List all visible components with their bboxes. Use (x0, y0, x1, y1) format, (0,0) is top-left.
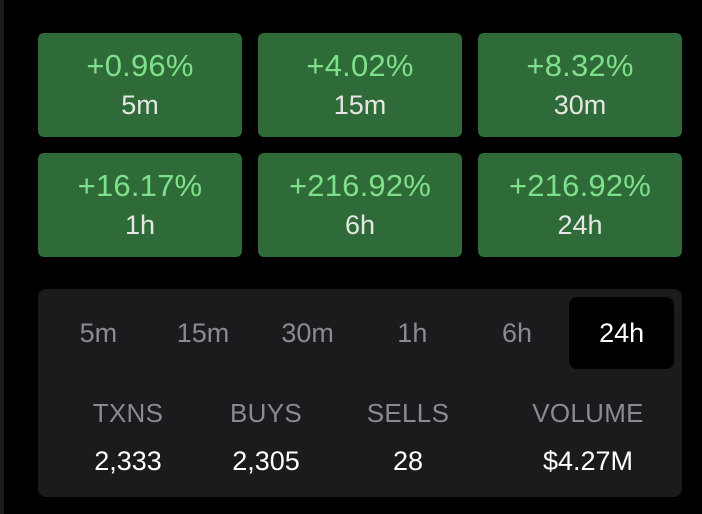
price-change-card-24h[interactable]: +216.92% 24h (478, 153, 682, 257)
price-change-period: 1h (124, 210, 156, 240)
stat-value: 2,333 (94, 446, 162, 476)
stat-label: VOLUME (532, 398, 644, 428)
price-change-percent: +216.92% (508, 168, 652, 203)
price-change-card-15m[interactable]: +4.02% 15m (258, 33, 462, 137)
tab-15m[interactable]: 15m (176, 317, 230, 348)
tab-6h[interactable]: 6h (501, 317, 533, 348)
price-change-percent: +216.92% (288, 168, 432, 203)
stat-volume: VOLUME $4.27M (498, 397, 678, 477)
stat-buys: BUYS 2,305 (198, 397, 334, 477)
stats-row: TXNS 2,333 BUYS 2,305 SELLS 28 VOLUME $4… (58, 397, 658, 477)
price-change-percent: +4.02% (306, 48, 414, 83)
stat-value: 2,305 (232, 446, 300, 476)
stat-value: $4.27M (542, 446, 634, 476)
stat-label: BUYS (229, 398, 302, 428)
price-change-period: 24h (557, 210, 603, 240)
stat-label: SELLS (366, 398, 450, 428)
tab-30m[interactable]: 30m (281, 317, 334, 348)
stat-value: 28 (392, 446, 424, 476)
price-change-card-6h[interactable]: +216.92% 6h (258, 153, 462, 257)
panel-divider (0, 0, 4, 514)
price-change-period: 30m (553, 90, 607, 120)
timeframe-tabs: 5m 15m 30m 1h 6h 24h (46, 297, 674, 369)
price-change-period: 6h (344, 210, 376, 240)
price-change-grid: +0.96% 5m +4.02% 15m +8.32% 30m +16.17% … (38, 33, 682, 257)
price-change-card-5m[interactable]: +0.96% 5m (38, 33, 242, 137)
tab-24h[interactable]: 24h (569, 297, 674, 369)
price-change-percent: +16.17% (77, 168, 203, 203)
price-change-period: 5m (121, 90, 159, 120)
stat-label: TXNS (92, 398, 164, 428)
price-change-card-1h[interactable]: +16.17% 1h (38, 153, 242, 257)
price-change-period: 15m (333, 90, 387, 120)
price-change-percent: +8.32% (526, 48, 634, 83)
stat-sells: SELLS 28 (348, 397, 468, 477)
stat-txns: TXNS 2,333 (58, 397, 198, 477)
transaction-stats-panel: 5m 15m 30m 1h 6h 24h TXNS 2,333 BUYS 2,3… (38, 289, 682, 497)
tab-1h[interactable]: 1h (397, 317, 428, 348)
price-change-percent: +0.96% (86, 48, 194, 83)
tab-5m[interactable]: 5m (79, 317, 118, 348)
price-change-card-30m[interactable]: +8.32% 30m (478, 33, 682, 137)
